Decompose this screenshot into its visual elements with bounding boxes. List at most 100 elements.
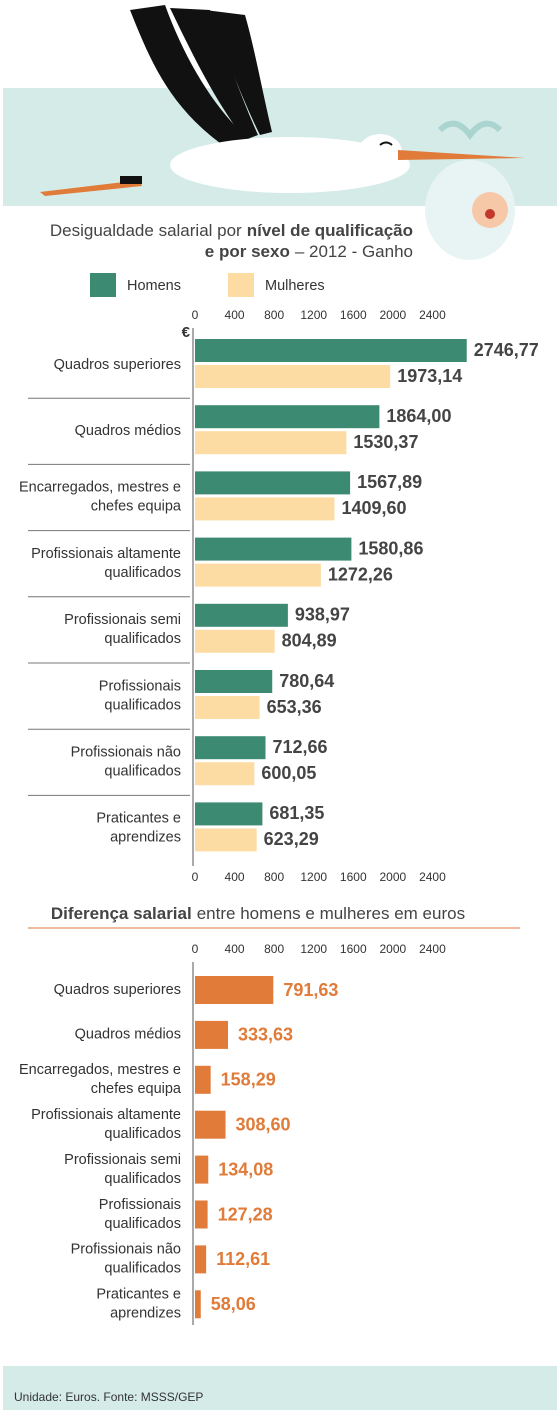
value-label: 1272,26 [328, 564, 393, 584]
source-note: Unidade: Euros. Fonte: MSSS/GEP [14, 1390, 203, 1404]
bar [195, 339, 467, 362]
x-tick-label: 1600 [340, 308, 367, 322]
bar [195, 1065, 211, 1094]
x-tick-label: 2400 [419, 942, 446, 956]
category-label: chefes equipa [91, 499, 182, 515]
value-label: 623,29 [264, 829, 319, 849]
category-label: Quadros superiores [54, 357, 181, 373]
x-tick-label: 0 [192, 870, 199, 884]
title-part: nível de qualificação [247, 221, 413, 240]
value-label: 333,63 [238, 1025, 293, 1045]
chart-title: Desigualdade salarial por nível de qualif… [50, 221, 413, 240]
x-tick-label: 2000 [380, 942, 407, 956]
unit-label: € [182, 324, 191, 341]
value-label: 1530,37 [353, 432, 418, 452]
footer-band [3, 1366, 557, 1410]
value-label: 58,06 [211, 1294, 256, 1314]
bar [195, 1155, 209, 1184]
chart-panel [3, 206, 557, 1366]
bar [195, 670, 273, 693]
title-part: Desigualdade salarial por [50, 221, 242, 240]
value-label: 804,89 [282, 631, 337, 651]
x-tick-label: 400 [225, 308, 245, 322]
value-label: 600,05 [261, 763, 316, 783]
category-label: Quadros superiores [54, 982, 181, 998]
category-label: qualificados [104, 1261, 181, 1277]
value-label: 134,08 [218, 1159, 273, 1179]
bar [195, 629, 275, 653]
chart-title: e por sexo – 2012 - Ganho [205, 242, 413, 261]
value-label: 1409,60 [341, 498, 406, 518]
title-part: entre homens e mulheres em euros [197, 904, 465, 923]
x-tick-label: 2000 [380, 308, 407, 322]
bar [195, 696, 260, 719]
bar [195, 365, 391, 388]
x-tick-label: 400 [225, 870, 245, 884]
category-label: Profissionais [99, 1197, 181, 1213]
legend-label: Homens [127, 278, 181, 294]
legend-label: Mulheres [265, 278, 325, 294]
value-label: 308,60 [236, 1114, 291, 1134]
bar [195, 736, 266, 760]
bar [195, 497, 335, 521]
x-tick-label: 1200 [300, 942, 327, 956]
category-label: qualificados [104, 1216, 181, 1232]
category-label: Quadros médios [75, 423, 181, 439]
x-tick-label: 1600 [340, 942, 367, 956]
value-label: 1567,89 [357, 472, 422, 492]
category-label: Quadros médios [75, 1027, 181, 1043]
stork-illustration [40, 5, 525, 260]
category-label: chefes equipa [91, 1081, 182, 1097]
bar [195, 762, 255, 786]
bar [195, 405, 380, 429]
category-label: Profissionais altamente [31, 1107, 181, 1123]
x-tick-label: 2400 [419, 308, 446, 322]
value-label: 127,28 [218, 1204, 273, 1224]
category-label: aprendizes [110, 1306, 181, 1322]
x-tick-label: 2400 [419, 870, 446, 884]
chart-title: Diferença salarial entre homens e mulhere… [51, 904, 465, 923]
title-part: e por sexo [205, 242, 290, 261]
value-label: 791,63 [283, 980, 338, 1000]
category-label: Profissionais semi [64, 1152, 181, 1168]
value-label: 1580,86 [358, 538, 423, 558]
category-label: Praticantes e [96, 1287, 181, 1303]
category-label: Profissionais altamente [31, 546, 181, 562]
value-label: 712,66 [273, 737, 328, 757]
x-tick-label: 400 [225, 942, 245, 956]
category-label: Praticantes e [96, 811, 181, 827]
x-tick-label: 0 [192, 308, 199, 322]
value-label: 1864,00 [386, 406, 451, 426]
category-label: Profissionais não [71, 1242, 181, 1258]
bar [195, 828, 257, 852]
bar [195, 431, 347, 455]
legend-swatch [90, 273, 116, 297]
category-label: Profissionais não [71, 745, 181, 761]
category-label: qualificados [104, 565, 181, 581]
x-tick-label: 800 [264, 308, 284, 322]
bar [195, 1020, 229, 1049]
x-tick-label: 2000 [380, 870, 407, 884]
value-label: 2746,77 [474, 340, 539, 360]
x-tick-label: 1600 [340, 870, 367, 884]
category-label: qualificados [104, 697, 181, 713]
x-tick-label: 800 [264, 870, 284, 884]
category-label: Encarregados, mestres e [19, 1062, 181, 1078]
bar [195, 1245, 207, 1274]
bar [195, 537, 352, 561]
category-label: Profissionais semi [64, 612, 181, 628]
value-label: 1973,14 [397, 366, 462, 386]
bar [195, 471, 351, 495]
value-label: 681,35 [269, 803, 324, 823]
value-label: 780,64 [279, 671, 334, 691]
bar [195, 802, 263, 826]
value-label: 158,29 [221, 1070, 276, 1090]
bar [195, 1290, 201, 1319]
category-label: qualificados [104, 764, 181, 780]
x-tick-label: 1200 [300, 870, 327, 884]
category-label: aprendizes [110, 830, 181, 846]
bar [195, 603, 288, 627]
value-label: 938,97 [295, 605, 350, 625]
category-label: Profissionais [99, 678, 181, 694]
